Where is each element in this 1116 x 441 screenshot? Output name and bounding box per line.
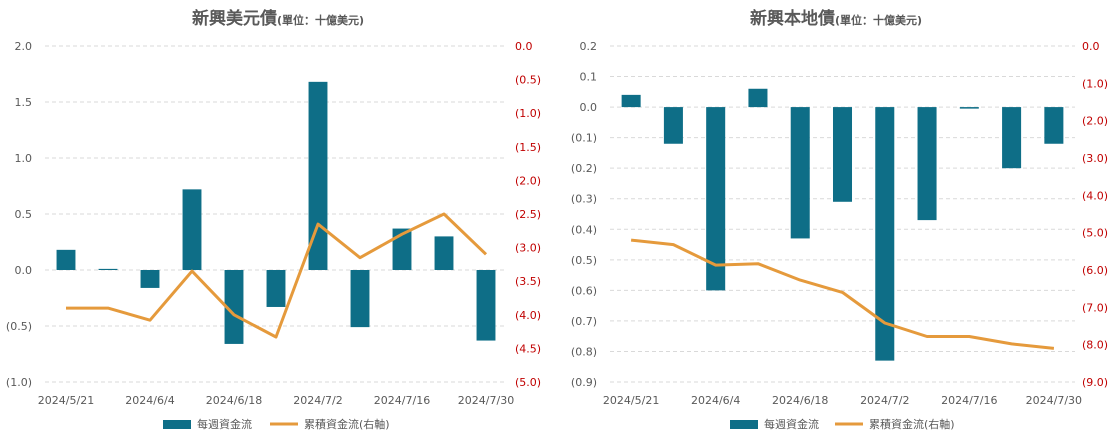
x-tick-label: 2024/7/30 <box>458 394 514 407</box>
x-tick-label: 2024/7/2 <box>860 394 909 407</box>
y-tick-label-right: (4.0) <box>1082 189 1108 202</box>
bar <box>875 107 895 361</box>
x-tick-label: 2024/6/4 <box>125 394 174 407</box>
x-tick-label: 2024/7/16 <box>374 394 430 407</box>
y-tick-label-left: 0.1 <box>580 71 598 84</box>
x-tick-label: 2024/5/21 <box>38 394 94 407</box>
y-tick-label-right: (0.5) <box>515 74 541 87</box>
y-tick-label-left: 0.0 <box>15 264 33 277</box>
chart-title-main: 新興本地債 <box>749 9 835 29</box>
chart-title: 新興本地債(單位：十億美元) <box>556 4 1116 29</box>
bar <box>392 228 412 270</box>
x-tick-label: 2024/5/21 <box>603 394 659 407</box>
bar <box>790 107 810 239</box>
y-tick-label-right: (2.0) <box>1082 115 1108 128</box>
chart-panel-em-usd-bond: 新興美元債(單位：十億美元) 2.0 1.5 1.0 0.5 0.0 (0.5) (1.0)… <box>0 0 556 441</box>
x-tick-label: 2024/7/2 <box>293 394 342 407</box>
y-tick-label-left: 0.5 <box>15 208 33 221</box>
y-tick-label-right: (4.0) <box>515 309 541 322</box>
y-tick-label-left: 0.0 <box>580 101 598 114</box>
chart-svg: 0.2 0.1 0.0 (0.1) (0.2) (0.3) (0.4) (0.5) (0.6) (… <box>571 40 1108 431</box>
bar <box>959 107 979 109</box>
y-tick-label-right: (1.0) <box>515 107 541 120</box>
y-tick-label-left: (0.8) <box>571 345 597 358</box>
y-tick-label-right: (5.0) <box>515 376 541 389</box>
y-tick-label-left: (0.5) <box>6 320 32 333</box>
y-tick-label-left: 2.0 <box>15 40 33 53</box>
bar <box>1002 107 1022 169</box>
y-tick-label-right: (8.0) <box>1082 339 1108 352</box>
y-tick-label-left: 0.2 <box>580 40 598 53</box>
bar <box>140 270 160 288</box>
y-tick-label-right: (2.0) <box>515 174 541 187</box>
y-tick-label-right: (3.0) <box>515 242 541 255</box>
bar <box>832 107 853 202</box>
y-tick-label-left: (0.1) <box>571 132 597 145</box>
y-tick-label-left: 1.0 <box>15 152 33 165</box>
bar <box>663 107 683 144</box>
x-tick-label: 2024/7/30 <box>1026 394 1082 407</box>
y-tick-label-right: (1.5) <box>515 141 541 154</box>
bar <box>476 270 496 341</box>
y-tick-label-right: (3.5) <box>515 275 541 288</box>
y-tick-label-left: 1.5 <box>15 96 33 109</box>
chart-panel-em-local-bond: 新興本地債(單位：十億美元) 0.2 0.1 0.0 (0.1) (0.2) (0.3) (… <box>556 0 1116 441</box>
y-tick-label-left: (0.9) <box>571 376 597 389</box>
legend-label: 每週資金流 <box>764 417 819 431</box>
chart-svg: 2.0 1.5 1.0 0.5 0.0 (0.5) (1.0) 0.0 (0.5) (1.0) (1… <box>6 40 541 431</box>
bar <box>182 189 202 270</box>
y-tick-label-right: 0.0 <box>1082 40 1100 53</box>
y-tick-label-left: (0.2) <box>571 162 597 175</box>
legend-swatch-bar <box>730 420 758 429</box>
bar <box>98 268 118 270</box>
y-tick-label-right: (9.0) <box>1082 376 1108 389</box>
legend-label: 每週資金流 <box>197 417 252 431</box>
bar <box>621 94 641 108</box>
y-tick-label-left: (0.3) <box>571 193 597 206</box>
bar <box>917 107 937 221</box>
bar <box>224 270 244 344</box>
cumulative-line <box>630 238 1055 350</box>
cumulative-line <box>66 212 488 339</box>
chart-title-main: 新興美元債 <box>191 9 277 29</box>
x-tick-label: 2024/6/18 <box>772 394 828 407</box>
bar <box>748 88 768 108</box>
y-tick-label-left: (0.7) <box>571 315 597 328</box>
y-tick-label-right: (4.5) <box>515 342 541 355</box>
bar <box>266 270 286 307</box>
y-tick-label-right: (2.5) <box>515 208 541 221</box>
chart-title-unit: (單位：十億美元) <box>276 14 365 27</box>
bar <box>434 236 454 270</box>
bar <box>308 81 328 270</box>
y-tick-label-left: (1.0) <box>6 376 32 389</box>
x-tick-label: 2024/6/18 <box>206 394 262 407</box>
bar <box>1044 107 1064 144</box>
bar <box>56 249 76 270</box>
y-tick-label-right: (7.0) <box>1082 301 1108 314</box>
y-tick-label-right: (6.0) <box>1082 264 1108 277</box>
x-tick-label: 2024/6/4 <box>691 394 740 407</box>
chart-title: 新興美元債(單位：十億美元) <box>0 4 556 29</box>
x-tick-label: 2024/7/16 <box>941 394 997 407</box>
y-tick-label-right: (1.0) <box>1082 77 1108 90</box>
bar <box>350 270 370 328</box>
y-tick-label-left: (0.5) <box>571 254 597 267</box>
chart-title-unit: (單位：十億美元) <box>834 14 923 27</box>
y-tick-label-left: (0.4) <box>571 223 597 236</box>
y-tick-label-right: 0.0 <box>515 40 533 53</box>
y-tick-label-right: (3.0) <box>1082 152 1108 165</box>
y-tick-label-left: (0.6) <box>571 284 597 297</box>
legend-label: 累積資金流(右軸) <box>304 417 390 431</box>
y-tick-label-right: (5.0) <box>1082 227 1108 240</box>
bar <box>706 107 726 291</box>
legend-swatch-bar <box>163 420 191 429</box>
legend-label: 累積資金流(右軸) <box>869 417 955 431</box>
